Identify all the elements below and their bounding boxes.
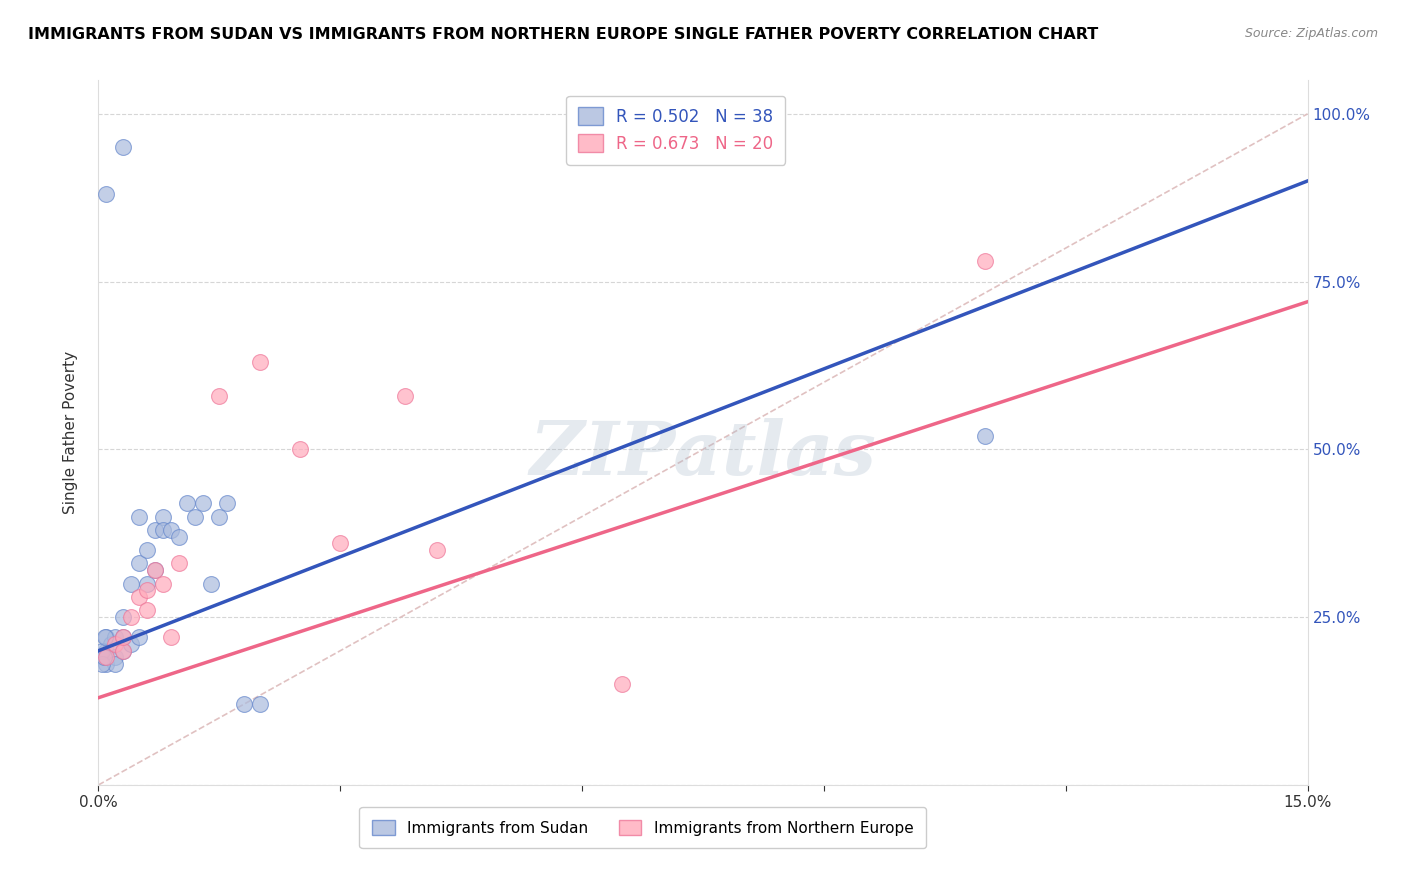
Point	[160, 630, 183, 644]
Point	[152, 509, 174, 524]
Point	[249, 355, 271, 369]
Point	[135, 543, 157, 558]
Point	[184, 509, 207, 524]
Point	[91, 644, 114, 658]
Point	[128, 630, 150, 644]
Point	[111, 630, 134, 644]
Point	[96, 657, 118, 672]
Point	[111, 630, 134, 644]
Point	[100, 637, 122, 651]
Point	[93, 650, 115, 665]
Text: IMMIGRANTS FROM SUDAN VS IMMIGRANTS FROM NORTHERN EUROPE SINGLE FATHER POVERTY C: IMMIGRANTS FROM SUDAN VS IMMIGRANTS FROM…	[28, 27, 1098, 42]
Point	[217, 496, 239, 510]
Point	[143, 563, 166, 577]
Point	[974, 429, 997, 443]
Point	[111, 140, 134, 154]
Point	[103, 637, 125, 651]
Point	[111, 644, 134, 658]
Point	[135, 603, 157, 617]
Point	[128, 590, 150, 604]
Point	[94, 630, 117, 644]
Point	[111, 644, 134, 658]
Point	[612, 677, 634, 691]
Point	[426, 543, 449, 558]
Point	[120, 637, 142, 651]
Text: ZIPatlas: ZIPatlas	[530, 417, 876, 490]
Point	[103, 657, 125, 672]
Point	[135, 583, 157, 598]
Legend: Immigrants from Sudan, Immigrants from Northern Europe: Immigrants from Sudan, Immigrants from N…	[360, 807, 925, 847]
Point	[200, 576, 222, 591]
Y-axis label: Single Father Poverty: Single Father Poverty	[63, 351, 77, 514]
Point	[96, 630, 118, 644]
Point	[96, 644, 118, 658]
Point	[120, 576, 142, 591]
Point	[193, 496, 215, 510]
Point	[232, 698, 254, 712]
Point	[120, 610, 142, 624]
Point	[103, 630, 125, 644]
Point	[103, 650, 125, 665]
Point	[974, 254, 997, 268]
Point	[288, 442, 311, 457]
Point	[208, 389, 231, 403]
Point	[167, 557, 190, 571]
Point	[135, 576, 157, 591]
Point	[176, 496, 198, 510]
Text: Source: ZipAtlas.com: Source: ZipAtlas.com	[1244, 27, 1378, 40]
Point	[208, 509, 231, 524]
Point	[152, 523, 174, 537]
Point	[329, 536, 352, 550]
Point	[160, 523, 183, 537]
Point	[394, 389, 416, 403]
Point	[167, 530, 190, 544]
Point	[128, 557, 150, 571]
Point	[143, 563, 166, 577]
Point	[111, 610, 134, 624]
Point	[143, 523, 166, 537]
Point	[128, 509, 150, 524]
Point	[152, 576, 174, 591]
Point	[91, 657, 114, 672]
Point	[96, 187, 118, 202]
Point	[249, 698, 271, 712]
Point	[96, 650, 118, 665]
